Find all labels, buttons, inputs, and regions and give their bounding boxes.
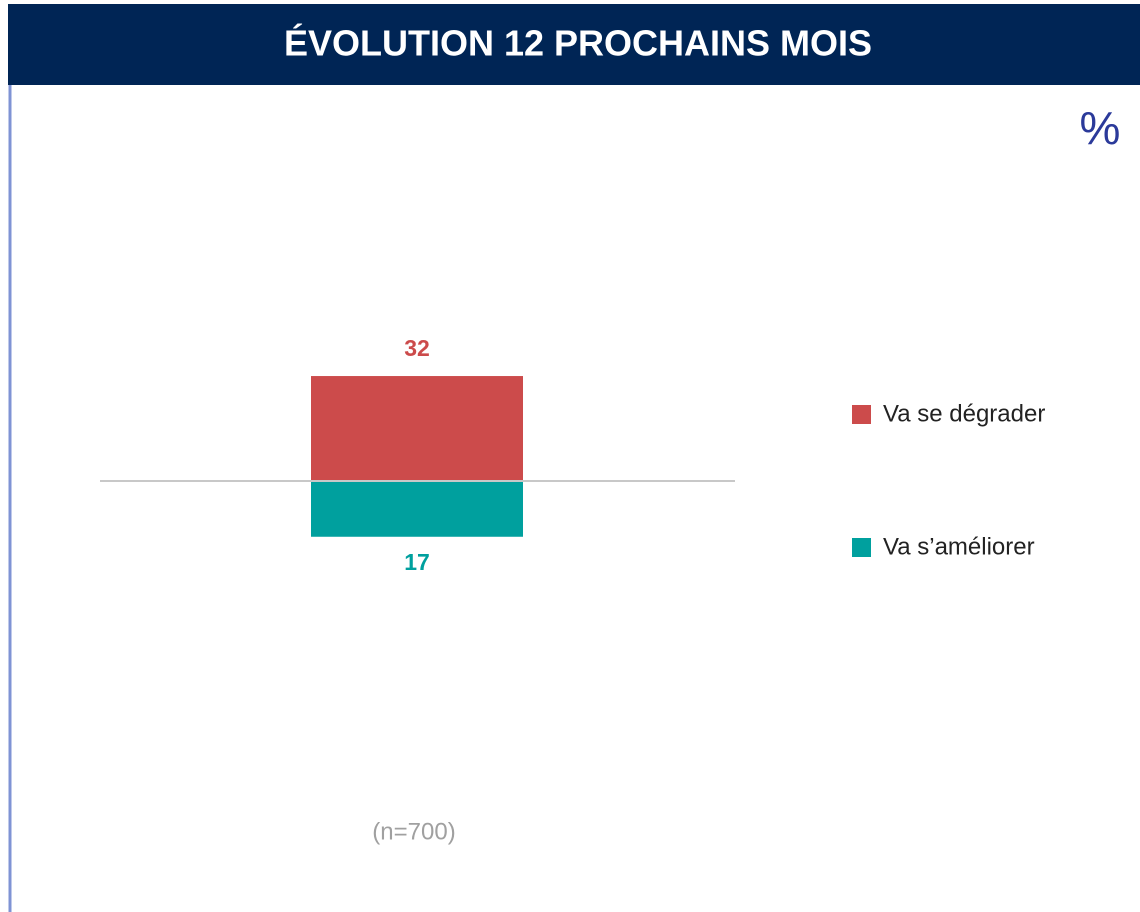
data-label: 17 (404, 549, 430, 575)
bar (311, 376, 523, 481)
legend-swatch (852, 538, 871, 557)
sample-note: (n=700) (372, 818, 455, 845)
legend-label: Va se dégrader (883, 400, 1045, 427)
bar (311, 481, 523, 537)
unit-label: % (1080, 102, 1121, 154)
legend-swatch (852, 405, 871, 424)
data-label: 32 (404, 335, 430, 361)
chart-title: ÉVOLUTION 12 PROCHAINS MOIS (284, 23, 872, 64)
legend-label: Va s’améliorer (883, 533, 1035, 560)
header-bar (8, 4, 1140, 85)
